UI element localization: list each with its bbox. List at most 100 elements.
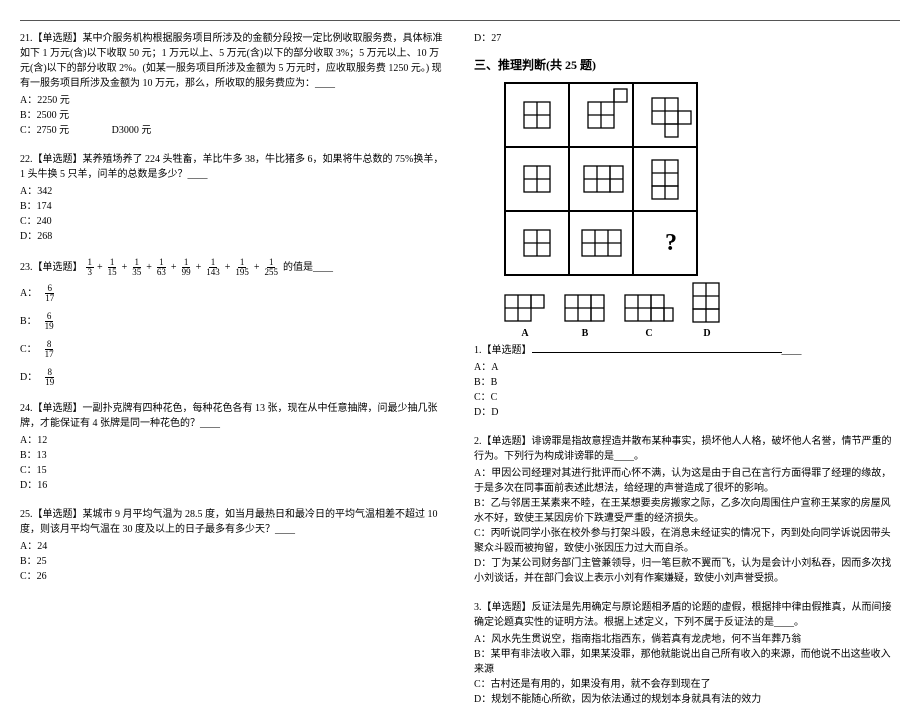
choice-label-a: A	[521, 326, 528, 341]
q25-opt-b: B：25	[20, 554, 446, 569]
q22-opt-c: C：240	[20, 214, 446, 229]
q21-opt-c: C：2750 元	[20, 125, 69, 136]
q23: 23.【单选题】 13+115+135+163+199+1143+1195+12…	[20, 258, 446, 387]
q22-stem: 22.【单选题】某养殖场养了 224 头牲畜，羊比牛多 38，牛比猪多 6，如果…	[20, 152, 446, 182]
q23-opts: A： 617 B： 619 C： 817 D： 819	[20, 284, 446, 388]
r1-opts: A：A B：B C：C D：D	[474, 360, 900, 420]
q25: 25.【单选题】某城市 9 月平均气温为 28.5 度，如当月最热日和最冷日的平…	[20, 507, 446, 584]
r2: 2.【单选题】诽谤罪是指故意捏造并散布某种事实，损坏他人人格，破坏他人名誉，情节…	[474, 434, 900, 586]
fraction: 13	[86, 258, 95, 278]
q23-fraction-sum: 13+115+135+163+199+1143+1195+1255	[86, 258, 280, 278]
q23-option: D： 819	[20, 368, 446, 388]
q23-tail: 的值是____	[283, 260, 333, 275]
r1-opt-c: C：C	[474, 390, 900, 405]
q24-stem: 24.【单选题】一副扑克牌有四种花色，每种花色各有 13 张，现在从中任意抽牌，…	[20, 401, 446, 431]
q21-opts: A：2250 元 B：2500 元 C：2750 元 D3000 元	[20, 93, 446, 138]
r1-lead: 1.【单选题】	[474, 345, 532, 356]
right-column: D：27 三、推理判断(共 25 题)	[474, 31, 900, 721]
r1-choice-row: A B	[504, 282, 900, 341]
r2-opt-b: B：乙与邻居王某素来不睦，在王某想要卖房搬家之际，乙多次向周围住户宣称王某家的房…	[474, 496, 900, 526]
plus-sign: +	[225, 260, 231, 275]
r1-choice-c: C	[624, 294, 674, 341]
r3-opts: A：风水先生贯说空，指南指北指西东，倘若真有龙虎地，何不当年葬乃翁 B：某甲有非…	[474, 632, 900, 707]
fraction: 819	[43, 368, 56, 388]
r1-opt-a: A：A	[474, 360, 900, 375]
choice-label-c: C	[645, 326, 652, 341]
q21: 21.【单选题】某中介服务机构根据服务项目所涉及的金额分段按一定比例收取服务费，…	[20, 31, 446, 138]
two-column-layout: 21.【单选题】某中介服务机构根据服务项目所涉及的金额分段按一定比例收取服务费，…	[20, 31, 900, 721]
fraction: 1195	[233, 258, 251, 278]
r1-choice-b: B	[564, 294, 606, 341]
fraction: 619	[43, 312, 56, 332]
r1-blank2: ____	[782, 345, 802, 356]
left-column: 21.【单选题】某中介服务机构根据服务项目所涉及的金额分段按一定比例收取服务费，…	[20, 31, 446, 721]
q21-opt-b: B：2500 元	[20, 108, 446, 123]
q24-opt-a: A：12	[20, 433, 446, 448]
opt-label: B：	[20, 314, 37, 329]
q23-option: A： 617	[20, 284, 446, 304]
choice-label-b: B	[582, 326, 589, 341]
r3-opt-b: B：某甲有非法收入罪，如果某没罪，那他就能说出自己所有收入的来源，而他说不出这些…	[474, 647, 900, 677]
fraction: 1255	[262, 258, 280, 278]
q25-opt-d: D：27	[474, 31, 900, 46]
q25-opts: A：24 B：25 C：26	[20, 539, 446, 584]
r1-blank	[532, 343, 782, 353]
q25-opt-a: A：24	[20, 539, 446, 554]
r2-opt-c: C：丙听说同学小张在校外参与打架斗殴，在消息未经证实的情况下，丙到处向同学诉说因…	[474, 526, 900, 556]
r1-opt-d: D：D	[474, 405, 900, 420]
opt-label: C：	[20, 342, 37, 357]
q22-opts: A：342 B：174 C：240 D：268	[20, 184, 446, 244]
fraction: 617	[43, 284, 56, 304]
choice-label-d: D	[703, 326, 710, 341]
q23-stem: 23.【单选题】 13+115+135+163+199+1143+1195+12…	[20, 258, 446, 278]
top-rule	[20, 20, 900, 21]
q22-opt-d: D：268	[20, 229, 446, 244]
opt-label: D：	[20, 370, 37, 385]
r2-opt-d: D：丁为某公司财务部门主管兼领导，归一笔巨款不翼而飞，认为是会计小刘私吞，因而多…	[474, 556, 900, 586]
svg-text:?: ?	[665, 230, 677, 256]
r2-opt-a: A：甲因公司经理对其进行批评而心怀不满，认为这是由于自己在言行方面得罪了经理的缘…	[474, 466, 900, 496]
q24: 24.【单选题】一副扑克牌有四种花色，每种花色各有 13 张，现在从中任意抽牌，…	[20, 401, 446, 493]
r3-opt-c: C：古村还是有用的，如果没有用，就不会存到现在了	[474, 677, 900, 692]
fraction: 817	[43, 340, 56, 360]
q22: 22.【单选题】某养殖场养了 224 头牲畜，羊比牛多 38，牛比猪多 6，如果…	[20, 152, 446, 244]
r3-opt-d: D：规划不能随心所欲，因为依法通过的规划本身就具有法的效力	[474, 692, 900, 707]
q22-opt-b: B：174	[20, 199, 446, 214]
opt-label: A：	[20, 286, 37, 301]
plus-sign: +	[196, 260, 202, 275]
r1-figure: ?	[504, 82, 900, 276]
r1-choice-d: D	[692, 282, 722, 341]
r3-opt-a: A：风水先生贯说空，指南指北指西东，倘若真有龙虎地，何不当年葬乃翁	[474, 632, 900, 647]
q22-opt-a: A：342	[20, 184, 446, 199]
q23-lead: 23.【单选题】	[20, 260, 83, 275]
fraction: 1143	[204, 258, 222, 278]
fraction: 199	[180, 258, 193, 278]
q25-stem: 25.【单选题】某城市 9 月平均气温为 28.5 度，如当月最热日和最冷日的平…	[20, 507, 446, 537]
r1: 1.【单选题】 ____ A：A B：B C：C D：D	[474, 343, 900, 420]
section-3-title: 三、推理判断(共 25 题)	[474, 56, 900, 74]
plus-sign: +	[254, 260, 260, 275]
q21-stem: 21.【单选题】某中介服务机构根据服务项目所涉及的金额分段按一定比例收取服务费，…	[20, 31, 446, 91]
q21-opt-a: A：2250 元	[20, 93, 446, 108]
r3: 3.【单选题】反证法是先用确定与原论题相矛盾的论题的虚假，根据排中律由假推真，从…	[474, 600, 900, 707]
q21-opt-d: D3000 元	[112, 123, 152, 138]
r2-opts: A：甲因公司经理对其进行批评而心怀不满，认为这是由于自己在言行方面得罪了经理的缘…	[474, 466, 900, 586]
q24-opt-d: D：16	[20, 478, 446, 493]
q24-opt-c: C：15	[20, 463, 446, 478]
fraction: 115	[106, 258, 119, 278]
q25-opt-c: C：26	[20, 569, 446, 584]
plus-sign: +	[97, 260, 103, 275]
r2-stem: 2.【单选题】诽谤罪是指故意捏造并散布某种事实，损坏他人人格，破坏他人名誉，情节…	[474, 434, 900, 464]
q23-option: B： 619	[20, 312, 446, 332]
plus-sign: +	[146, 260, 152, 275]
r3-stem: 3.【单选题】反证法是先用确定与原论题相矛盾的论题的虚假，根据排中律由假推真，从…	[474, 600, 900, 630]
plus-sign: +	[171, 260, 177, 275]
fraction: 135	[130, 258, 143, 278]
plus-sign: +	[122, 260, 128, 275]
r1-opt-b: B：B	[474, 375, 900, 390]
r1-choice-a: A	[504, 294, 546, 341]
q23-option: C： 817	[20, 340, 446, 360]
q24-opts: A：12 B：13 C：15 D：16	[20, 433, 446, 493]
q24-opt-b: B：13	[20, 448, 446, 463]
fraction: 163	[155, 258, 168, 278]
